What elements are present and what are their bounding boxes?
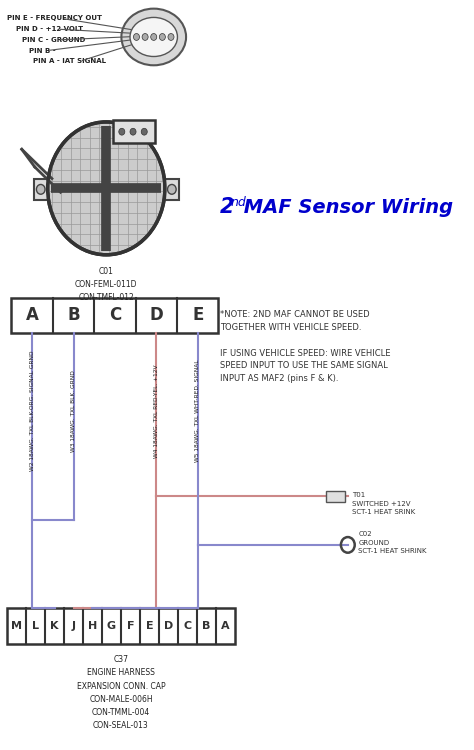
Text: PIN A - IAT SIGNAL: PIN A - IAT SIGNAL xyxy=(33,58,106,64)
Circle shape xyxy=(167,184,176,194)
Text: K: K xyxy=(50,621,59,631)
Text: G: G xyxy=(107,621,116,631)
Text: IF USING VEHICLE SPEED: WIRE VEHICLE: IF USING VEHICLE SPEED: WIRE VEHICLE xyxy=(220,349,391,358)
Text: C37
ENGINE HARNESS
EXPANSION CONN. CAP
CON-MALE-006H
CON-TMML-004
CON-SEAL-013: C37 ENGINE HARNESS EXPANSION CONN. CAP C… xyxy=(77,656,165,730)
Text: T01
SWITCHED +12V
SCT-1 HEAT SRINK: T01 SWITCHED +12V SCT-1 HEAT SRINK xyxy=(352,492,415,515)
Text: 2: 2 xyxy=(220,196,235,217)
Text: SPEED INPUT TO USE THE SAME SIGNAL: SPEED INPUT TO USE THE SAME SIGNAL xyxy=(220,362,388,370)
Text: M: M xyxy=(11,621,22,631)
Text: H: H xyxy=(88,621,97,631)
Circle shape xyxy=(168,34,174,40)
Text: PIN B -: PIN B - xyxy=(28,48,55,54)
Text: PIN D - +12 VOLT: PIN D - +12 VOLT xyxy=(16,26,83,32)
Bar xyxy=(165,178,179,200)
Text: C01
CON-FEML-011D
CON-TMFL-012: C01 CON-FEML-011D CON-TMFL-012 xyxy=(75,266,137,302)
Circle shape xyxy=(130,128,136,135)
Text: L: L xyxy=(32,621,39,631)
Ellipse shape xyxy=(121,9,186,65)
Text: TOGETHER WITH VEHICLE SPEED.: TOGETHER WITH VEHICLE SPEED. xyxy=(220,323,362,332)
Text: PIN C - GROUND: PIN C - GROUND xyxy=(22,37,85,43)
Text: MAF Sensor Wiring: MAF Sensor Wiring xyxy=(237,198,454,217)
Text: PIN E - FREQUENCY OUT: PIN E - FREQUENCY OUT xyxy=(7,16,102,22)
Text: B: B xyxy=(67,306,80,324)
Text: INPUT AS MAF2 (pins F & K).: INPUT AS MAF2 (pins F & K). xyxy=(220,374,338,383)
Text: *NOTE: 2ND MAF CANNOT BE USED: *NOTE: 2ND MAF CANNOT BE USED xyxy=(220,310,370,320)
Text: W2 18AWG. TXL BLK-ORG. SIGNAL GRND: W2 18AWG. TXL BLK-ORG. SIGNAL GRND xyxy=(29,351,35,471)
Text: A: A xyxy=(221,621,229,631)
Text: C: C xyxy=(109,306,121,324)
Text: F: F xyxy=(127,621,134,631)
Bar xyxy=(11,298,219,333)
Bar xyxy=(7,608,235,644)
Text: E: E xyxy=(192,306,203,324)
Text: B: B xyxy=(202,621,210,631)
Circle shape xyxy=(142,34,148,40)
Text: C: C xyxy=(183,621,191,631)
Circle shape xyxy=(47,122,165,255)
Text: W3 18AWG. TXL BLK. GRND: W3 18AWG. TXL BLK. GRND xyxy=(71,370,76,452)
Circle shape xyxy=(36,184,45,194)
Circle shape xyxy=(159,34,165,40)
Circle shape xyxy=(151,34,157,40)
Text: A: A xyxy=(26,306,38,324)
Text: J: J xyxy=(72,621,75,631)
Text: nd: nd xyxy=(230,196,246,209)
Bar xyxy=(326,491,345,502)
Circle shape xyxy=(141,128,147,135)
Bar xyxy=(34,178,47,200)
Text: E: E xyxy=(146,621,153,631)
Bar xyxy=(113,120,155,143)
Text: D: D xyxy=(164,621,173,631)
Text: W5 18AWG. TXL WHT-RED. SIGNAL: W5 18AWG. TXL WHT-RED. SIGNAL xyxy=(195,360,200,462)
Text: C02
GROUND
SCT-1 HEAT SHRINK: C02 GROUND SCT-1 HEAT SHRINK xyxy=(358,531,427,554)
Circle shape xyxy=(119,128,125,135)
Circle shape xyxy=(134,34,139,40)
Text: W4 18AWG. TXL RED-YEL. +12V: W4 18AWG. TXL RED-YEL. +12V xyxy=(154,364,159,458)
Text: D: D xyxy=(149,306,163,324)
Ellipse shape xyxy=(130,17,177,56)
